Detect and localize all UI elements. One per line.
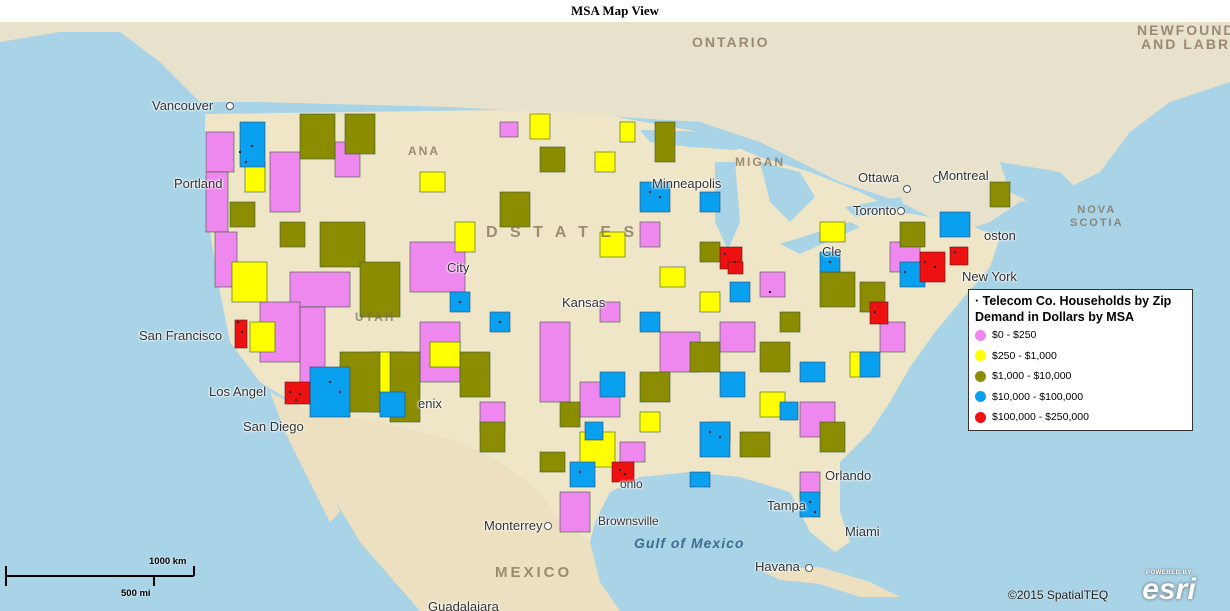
scale-bar: 1000 km 500 mi [4,552,204,599]
lake-huron [760,162,815,222]
baja-land [270,392,340,522]
legend-swatch [975,329,986,341]
vancouver-dot [226,102,234,110]
lake-ontario [845,197,905,217]
map-layer [0,22,1230,611]
water-label-gulf-of-mexico: Gulf of Mexico [634,535,745,551]
legend-swatch [975,370,986,382]
city-label-toronto: Toronto [853,203,897,218]
scale-mi-label: 500 mi [121,588,151,599]
city-label-los-angeles: Los Angel [209,384,267,399]
legend-title: · Telecom Co. Households by Zip Demand i… [975,294,1172,324]
region-label-newfoundland: NEWFOUNDL [1137,22,1230,38]
region-label-michigan: MIGAN [735,155,785,169]
legend-label: $0 - $250 [992,329,1037,342]
city-label-tampa: Tampa [767,498,807,513]
city-label-san-diego: San Diego [243,419,304,434]
esri-logo: POWERED BY esri [1138,570,1200,610]
legend-item: $1,000 - $10,000 [975,366,1186,387]
city-label-city: City [447,260,470,275]
region-label-montana: ANA [408,144,440,158]
city-label-miami: Miami [845,524,880,539]
scale-km-label: 1000 km [149,556,187,567]
copyright-credit: ©2015 SpatialTEQ [1008,588,1109,602]
city-label-cleveland: Cle [822,244,842,259]
msa-tier-2 [231,113,876,468]
legend-item: $250 - $1,000 [975,346,1186,367]
legend-item: $0 - $250 [975,325,1186,346]
city-label-phoenix: enix [418,396,442,411]
esri-powered-label: POWERED BY [1145,570,1192,576]
city-label-ottawa: Ottawa [858,170,900,185]
scale-bar-lines [5,566,195,586]
mexico-land [300,407,620,611]
cuba-land [760,567,900,597]
legend-item: $100,000 - $250,000 [975,407,1186,428]
lake-michigan [715,162,740,250]
city-label-minneapolis: Minneapolis [652,176,722,191]
city-label-brownsville: Brownsville [598,514,659,528]
toronto-dot [897,207,905,215]
monterrey-dot [544,522,552,530]
havana-dot [805,564,813,572]
household-dots [236,144,957,514]
legend-swatch [975,411,986,423]
msa-tier-4 [239,121,971,518]
city-label-san-antonio: onio [620,477,643,491]
legend-label: $1,000 - $10,000 [992,370,1072,383]
ottawa-dot [903,185,911,193]
usa-land [205,110,1000,552]
legend-swatch [975,391,986,403]
region-label-nova-scotia: NOVA SCOTIA [1070,204,1124,229]
legend-label: $250 - $1,000 [992,349,1057,362]
canada-land [0,22,1230,232]
region-label-ontario: ONTARIO [692,34,770,50]
esri-wordmark: esri [1142,573,1196,606]
map-canvas[interactable]: Vancouver Portland San Francisco Los Ang… [0,22,1230,611]
city-label-vancouver: Vancouver [152,98,214,113]
map-title: MSA Map View [0,0,1230,22]
region-label-mexico: MEXICO [495,564,573,581]
city-label-boston: oston [984,228,1016,243]
legend-item: $10,000 - $100,000 [975,387,1186,408]
city-label-san-francisco: San Francisco [139,328,223,343]
city-label-kansas: Kansas [562,295,606,310]
city-label-new-york: New York [962,269,1017,284]
gulf-st-lawrence [1000,162,1080,207]
region-label-utah: UTAH [355,310,396,324]
legend-label: $100,000 - $250,000 [992,411,1089,424]
city-label-monterrey: Monterrey [484,518,543,533]
region-label-united-states: D S T A T E S [486,224,639,241]
city-label-guadalajara: Guadalajara [428,599,499,611]
legend-label: $10,000 - $100,000 [992,390,1084,403]
city-label-orlando: Orlando [825,468,872,483]
city-label-portland: Portland [174,176,223,191]
msa-tier-3 [229,113,1011,473]
montreal-dot [933,175,941,183]
city-label-montreal: Montreal [938,168,989,183]
city-label-havana: Havana [755,559,800,574]
legend-swatch [975,350,986,362]
msa-tier-5 [234,246,969,483]
region-label-labrador: AND LABRAD [1141,36,1230,52]
legend: · Telecom Co. Households by Zip Demand i… [968,289,1193,431]
